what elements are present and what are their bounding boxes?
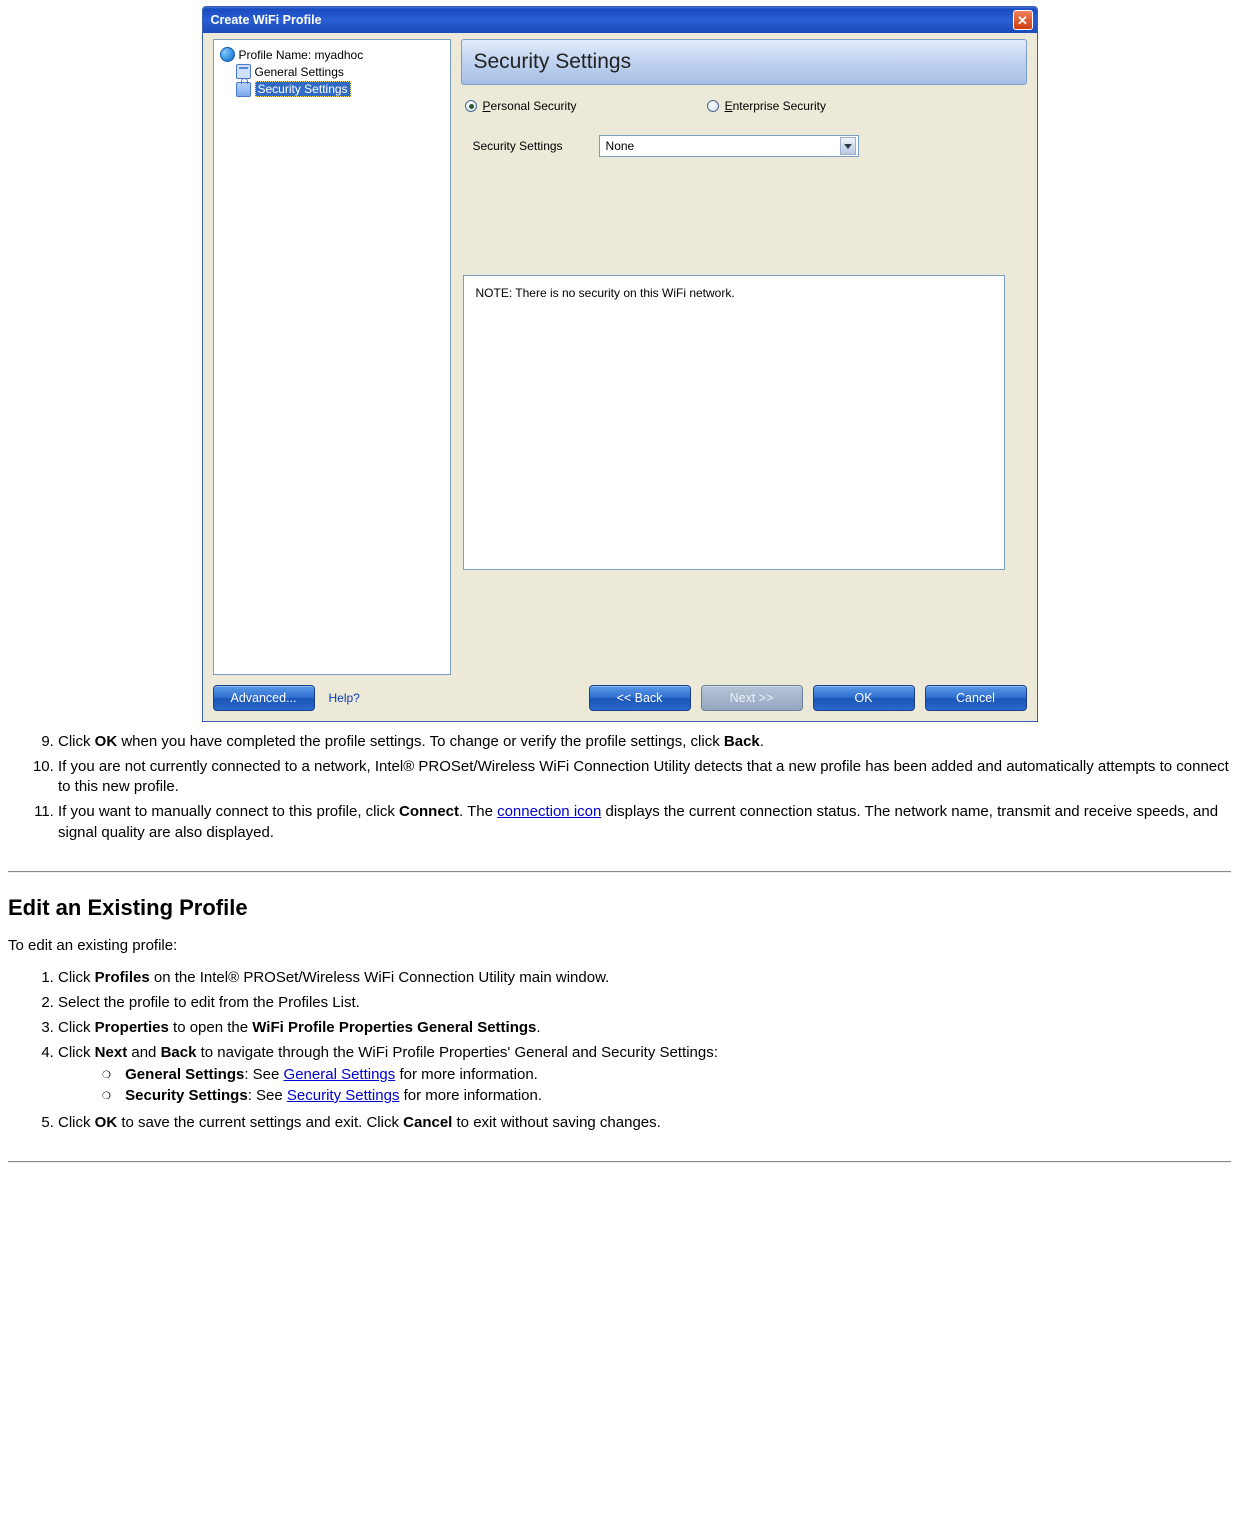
- note-box: NOTE: There is no security on this WiFi …: [463, 275, 1005, 570]
- dropdown-value: None: [606, 139, 635, 153]
- back-button[interactable]: << Back: [589, 685, 691, 711]
- section-header: Security Settings: [461, 39, 1027, 85]
- advanced-button[interactable]: Advanced...: [213, 685, 315, 711]
- radio-personal-label: Personal Security: [483, 99, 577, 113]
- security-dropdown[interactable]: None: [599, 135, 859, 157]
- wifi-dialog: Create WiFi Profile ✕ Profile Name: myad…: [202, 6, 1038, 722]
- lock-icon: [236, 82, 251, 97]
- tree-security-label: Security Settings: [255, 81, 351, 97]
- nav-tree: Profile Name: myadhoc General Settings S…: [213, 39, 451, 675]
- tree-root-label: Profile Name: myadhoc: [239, 48, 364, 62]
- sub-general: General Settings: See General Settings f…: [102, 1065, 1231, 1086]
- tree-security[interactable]: Security Settings: [218, 80, 446, 98]
- settings-icon: [236, 64, 251, 79]
- help-link[interactable]: Help?: [329, 691, 360, 705]
- ok-button[interactable]: OK: [813, 685, 915, 711]
- instruction-list-1: Click OK when you have completed the pro…: [8, 730, 1231, 845]
- edit-step-2: Select the profile to edit from the Prof…: [58, 991, 1231, 1016]
- tree-general-label: General Settings: [255, 65, 344, 79]
- tree-general[interactable]: General Settings: [218, 63, 446, 80]
- dialog-screenshot: Create WiFi Profile ✕ Profile Name: myad…: [8, 0, 1231, 722]
- connection-icon-link[interactable]: connection icon: [497, 803, 601, 820]
- sub-security: Security Settings: See Security Settings…: [102, 1086, 1231, 1107]
- edit-profile-intro: To edit an existing profile:: [8, 937, 1231, 954]
- edit-step-1: Click Profiles on the Intel® PROSet/Wire…: [58, 966, 1231, 991]
- instruction-list-2: Click Profiles on the Intel® PROSet/Wire…: [8, 966, 1231, 1135]
- cancel-button[interactable]: Cancel: [925, 685, 1027, 711]
- step-10: If you are not currently connected to a …: [58, 755, 1231, 800]
- window-title: Create WiFi Profile: [211, 13, 1013, 27]
- edit-step-5: Click OK to save the current settings an…: [58, 1111, 1231, 1136]
- button-bar: Advanced... Help? << Back Next >> OK Can…: [203, 683, 1037, 721]
- edit-profile-heading: Edit an Existing Profile: [8, 895, 1231, 921]
- sub-list: General Settings: See General Settings f…: [58, 1065, 1231, 1106]
- wifi-icon: [220, 47, 235, 62]
- edit-step-4: Click Next and Back to navigate through …: [58, 1041, 1231, 1111]
- chevron-down-icon: [840, 137, 856, 155]
- next-button: Next >>: [701, 685, 803, 711]
- radio-enterprise-label: Enterprise Security: [725, 99, 826, 113]
- step-9: Click OK when you have completed the pro…: [58, 730, 1231, 755]
- divider: [8, 871, 1231, 873]
- edit-step-3: Click Properties to open the WiFi Profil…: [58, 1016, 1231, 1041]
- close-icon[interactable]: ✕: [1013, 10, 1033, 30]
- step-11: If you want to manually connect to this …: [58, 800, 1231, 845]
- radio-personal[interactable]: Personal Security: [465, 99, 577, 113]
- titlebar: Create WiFi Profile ✕: [203, 7, 1037, 33]
- security-settings-label: Security Settings: [473, 139, 563, 153]
- tree-root[interactable]: Profile Name: myadhoc: [218, 46, 446, 63]
- security-settings-link[interactable]: Security Settings: [287, 1087, 400, 1104]
- general-settings-link[interactable]: General Settings: [284, 1066, 396, 1083]
- radio-off-icon: [707, 100, 719, 112]
- radio-on-icon: [465, 100, 477, 112]
- note-text: NOTE: There is no security on this WiFi …: [476, 286, 735, 300]
- radio-enterprise[interactable]: Enterprise Security: [707, 99, 826, 113]
- divider-bottom: [8, 1161, 1231, 1163]
